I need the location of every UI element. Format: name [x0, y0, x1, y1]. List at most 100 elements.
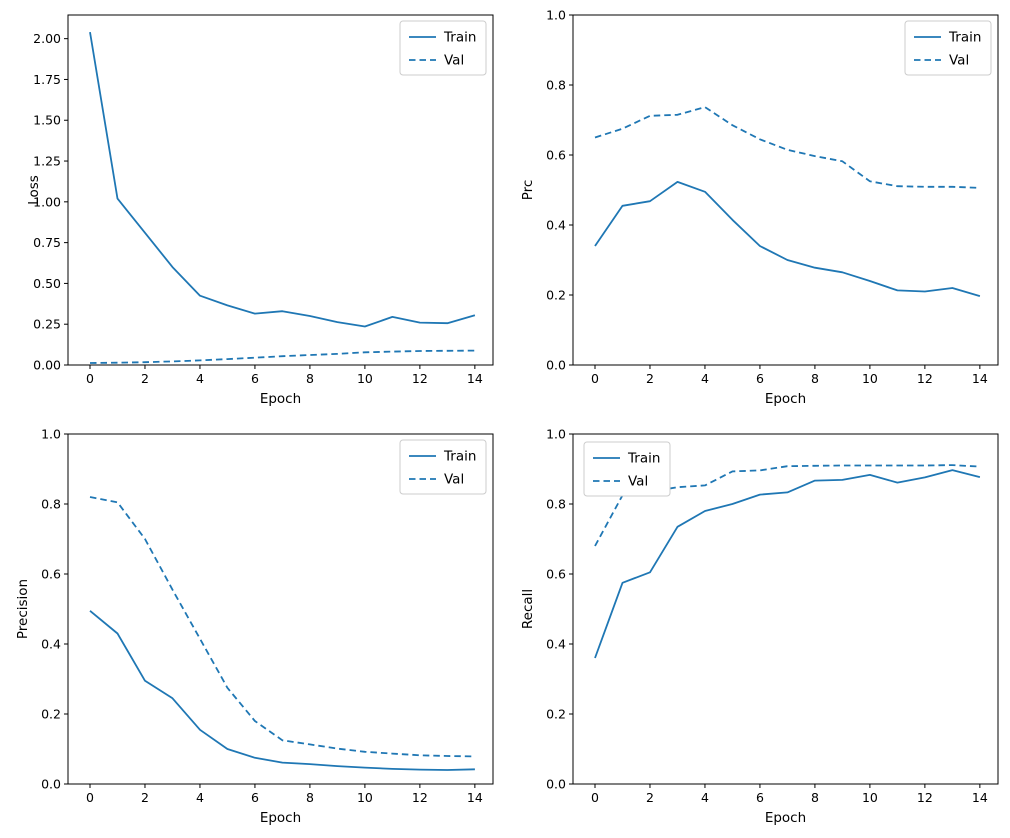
y-tick-label: 1.0 [546, 8, 566, 23]
y-tick-label: 0.8 [41, 497, 61, 512]
y-tick-label: 0.0 [546, 777, 566, 792]
y-axis-ticks: 0.00 0.25 0.50 0.75 1.00 1.25 1.50 1.75 2.00 [33, 31, 68, 373]
legend: Train Val [399, 20, 487, 76]
precision-plot: 0 2 4 6 8 10 12 14 0.0 0.2 0.4 0.6 0.8 1.0 Epoch Precis… [15, 427, 494, 826]
y-tick-label: 0.2 [546, 288, 566, 303]
y-tick-label: 0.00 [33, 358, 61, 373]
train-line [594, 180, 981, 297]
legend-train-label: Train [627, 451, 660, 467]
x-tick-label: 12 [412, 371, 428, 386]
x-tick-label: 14 [972, 371, 988, 386]
x-axis-ticks: 0 2 4 6 8 10 12 14 [86, 784, 483, 805]
prc-plot: 0 2 4 6 8 10 12 14 0.0 0.2 0.4 0.6 0.8 1.0 Epoch Prc Tra… [520, 8, 999, 407]
x-tick-label: 4 [196, 790, 204, 805]
recall-plot: 0 2 4 6 8 10 12 14 0.0 0.2 0.4 0.6 0.8 1.0 Epoch Recall… [520, 427, 999, 826]
x-axis-ticks: 0 2 4 6 8 10 12 14 [591, 365, 988, 386]
y-axis-ticks: 0.0 0.2 0.4 0.6 0.8 1.0 [41, 427, 68, 792]
x-tick-label: 14 [467, 790, 483, 805]
y-tick-label: 0.8 [546, 78, 566, 93]
legend-val-label: Val [444, 53, 464, 69]
x-tick-label: 8 [306, 790, 314, 805]
x-tick-label: 12 [917, 790, 933, 805]
legend: Train Val [583, 441, 671, 497]
legend-frame [583, 441, 671, 497]
y-tick-label: 0.0 [546, 358, 566, 373]
x-tick-label: 12 [917, 371, 933, 386]
y-axis-label: Precision [15, 579, 31, 639]
y-axis-label: Loss [26, 175, 42, 205]
x-tick-label: 4 [196, 371, 204, 386]
x-tick-label: 10 [357, 790, 373, 805]
x-tick-label: 4 [701, 371, 709, 386]
x-tick-label: 8 [811, 371, 819, 386]
y-axis-ticks: 0.0 0.2 0.4 0.6 0.8 1.0 [546, 427, 573, 792]
x-axis-label: Epoch [765, 391, 806, 407]
train-line [89, 610, 475, 771]
train-line [89, 31, 476, 328]
x-axis-ticks: 0 2 4 6 8 10 12 14 [591, 784, 988, 805]
legend: Train Val [904, 20, 992, 76]
legend-frame [399, 20, 487, 76]
val-line [594, 106, 980, 189]
x-tick-label: 2 [646, 371, 654, 386]
y-tick-label: 0.25 [33, 317, 61, 332]
axes-frame [67, 14, 494, 366]
y-tick-label: 0.6 [546, 567, 566, 582]
legend-train-label: Train [443, 449, 476, 465]
x-tick-label: 10 [862, 790, 878, 805]
prc-chart: 0 2 4 6 8 10 12 14 0.0 0.2 0.4 0.6 0.8 1.0 Epoch Prc Tra… [505, 0, 1010, 419]
y-tick-label: 0.50 [33, 276, 61, 291]
y-tick-label: 1.0 [41, 427, 61, 442]
x-tick-label: 12 [412, 790, 428, 805]
x-axis-label: Epoch [260, 391, 301, 407]
y-tick-label: 1.0 [546, 427, 566, 442]
loss-chart: 0 2 4 6 8 10 12 14 0.00 0.25 0.50 0.75 1.00 1.25 1.50 1… [0, 0, 505, 419]
y-tick-label: 0.6 [546, 148, 566, 163]
train-line [594, 469, 981, 659]
y-tick-label: 0.2 [41, 707, 61, 722]
x-axis-ticks: 0 2 4 6 8 10 12 14 [86, 365, 483, 386]
axes-frame [572, 14, 999, 366]
y-tick-label: 0.8 [546, 497, 566, 512]
axes-frame [67, 433, 494, 785]
val-line [89, 349, 475, 364]
x-tick-label: 0 [86, 371, 94, 386]
x-tick-label: 8 [811, 790, 819, 805]
x-tick-label: 14 [467, 371, 483, 386]
x-tick-label: 6 [756, 371, 764, 386]
x-tick-label: 0 [591, 371, 599, 386]
legend-val-label: Val [949, 53, 969, 69]
y-axis-label: Recall [520, 589, 536, 629]
loss-plot: 0 2 4 6 8 10 12 14 0.00 0.25 0.50 0.75 1.00 1.25 1.50 1… [26, 14, 494, 407]
y-tick-label: 0.4 [41, 637, 61, 652]
y-tick-label: 0.2 [546, 707, 566, 722]
y-tick-label: 1.75 [33, 72, 61, 87]
x-tick-label: 4 [701, 790, 709, 805]
legend-val-label: Val [628, 474, 648, 490]
x-tick-label: 0 [86, 790, 94, 805]
x-tick-label: 6 [251, 371, 259, 386]
axes-frame [572, 433, 999, 785]
val-line [89, 496, 475, 758]
y-tick-label: 0.6 [41, 567, 61, 582]
x-tick-label: 2 [646, 790, 654, 805]
y-tick-label: 2.00 [33, 31, 61, 46]
y-axis-ticks: 0.0 0.2 0.4 0.6 0.8 1.0 [546, 8, 573, 373]
x-axis-label: Epoch [260, 810, 301, 826]
x-tick-label: 6 [251, 790, 259, 805]
y-tick-label: 0.4 [546, 218, 566, 233]
x-tick-label: 2 [141, 371, 149, 386]
recall-chart: 0 2 4 6 8 10 12 14 0.0 0.2 0.4 0.6 0.8 1.0 Epoch Recall… [505, 419, 1010, 838]
x-tick-label: 8 [306, 371, 314, 386]
legend-train-label: Train [948, 30, 981, 46]
legend-frame [399, 439, 487, 495]
x-tick-label: 6 [756, 790, 764, 805]
x-tick-label: 0 [591, 790, 599, 805]
y-tick-label: 0.0 [41, 777, 61, 792]
x-tick-label: 14 [972, 790, 988, 805]
legend-train-label: Train [443, 30, 476, 46]
y-tick-label: 1.25 [33, 154, 61, 169]
y-tick-label: 1.00 [33, 194, 61, 209]
y-tick-label: 0.75 [33, 235, 61, 250]
